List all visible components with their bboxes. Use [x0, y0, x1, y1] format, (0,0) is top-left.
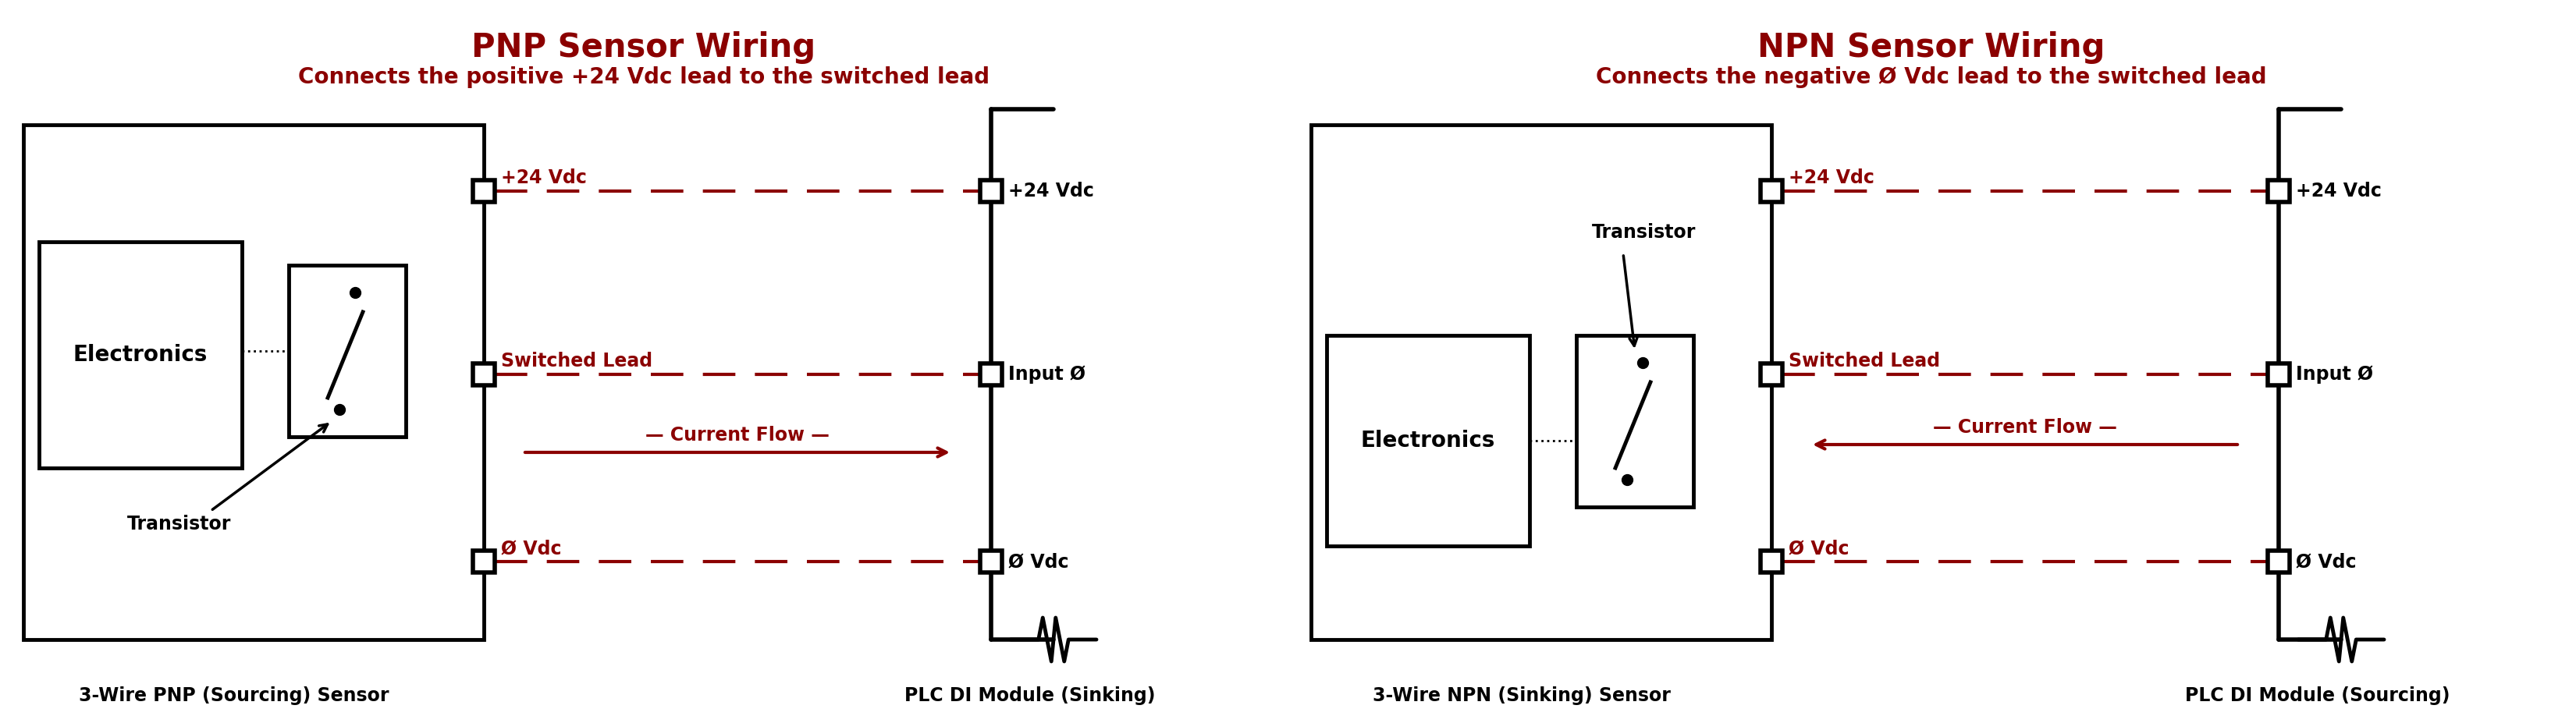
- Text: Electronics: Electronics: [72, 344, 209, 366]
- Text: Ø Vdc: Ø Vdc: [2295, 552, 2357, 571]
- Text: 3-Wire PNP (Sourcing) Sensor: 3-Wire PNP (Sourcing) Sensor: [80, 686, 389, 705]
- Bar: [2267, 364, 2290, 385]
- Text: Ø Vdc: Ø Vdc: [500, 539, 562, 557]
- Bar: [23, 125, 484, 640]
- Text: PNP Sensor Wiring: PNP Sensor Wiring: [471, 31, 817, 64]
- Bar: [1327, 335, 1530, 546]
- Text: Electronics: Electronics: [1360, 429, 1494, 452]
- Text: Ø Vdc: Ø Vdc: [1788, 539, 1850, 557]
- Bar: [979, 364, 1002, 385]
- Bar: [1759, 551, 1783, 573]
- Text: PLC DI Module (Sourcing): PLC DI Module (Sourcing): [2184, 686, 2450, 705]
- Text: — Current Flow —: — Current Flow —: [1932, 418, 2117, 437]
- Text: +24 Vdc: +24 Vdc: [500, 168, 587, 187]
- Bar: [979, 551, 1002, 573]
- Text: Transistor: Transistor: [1592, 223, 1695, 241]
- Text: Input Ø: Input Ø: [1007, 365, 1084, 384]
- Bar: [474, 180, 495, 202]
- Bar: [979, 180, 1002, 202]
- Text: +24 Vdc: +24 Vdc: [1788, 168, 1875, 187]
- Bar: [1311, 125, 1772, 640]
- Bar: [2267, 551, 2290, 573]
- Bar: [474, 551, 495, 573]
- Text: Ø Vdc: Ø Vdc: [1007, 552, 1069, 571]
- Text: — Current Flow —: — Current Flow —: [647, 426, 829, 445]
- Text: PLC DI Module (Sinking): PLC DI Module (Sinking): [904, 686, 1157, 705]
- Bar: [39, 241, 242, 468]
- Text: Switched Lead: Switched Lead: [1788, 352, 1940, 370]
- Bar: [289, 265, 407, 437]
- Text: +24 Vdc: +24 Vdc: [1007, 181, 1095, 200]
- Bar: [1759, 180, 1783, 202]
- Text: Connects the positive +24 Vdc lead to the switched lead: Connects the positive +24 Vdc lead to th…: [299, 67, 989, 88]
- Text: Switched Lead: Switched Lead: [500, 352, 652, 370]
- Text: NPN Sensor Wiring: NPN Sensor Wiring: [1757, 31, 2105, 64]
- Text: 3-Wire NPN (Sinking) Sensor: 3-Wire NPN (Sinking) Sensor: [1373, 686, 1672, 705]
- Bar: [474, 364, 495, 385]
- Bar: [1759, 364, 1783, 385]
- Text: Connects the negative Ø Vdc lead to the switched lead: Connects the negative Ø Vdc lead to the …: [1597, 67, 2267, 88]
- Text: Transistor: Transistor: [126, 515, 232, 534]
- Text: Input Ø: Input Ø: [2295, 365, 2372, 384]
- Bar: [2267, 180, 2290, 202]
- Text: +24 Vdc: +24 Vdc: [2295, 181, 2383, 200]
- Bar: [1577, 335, 1692, 507]
